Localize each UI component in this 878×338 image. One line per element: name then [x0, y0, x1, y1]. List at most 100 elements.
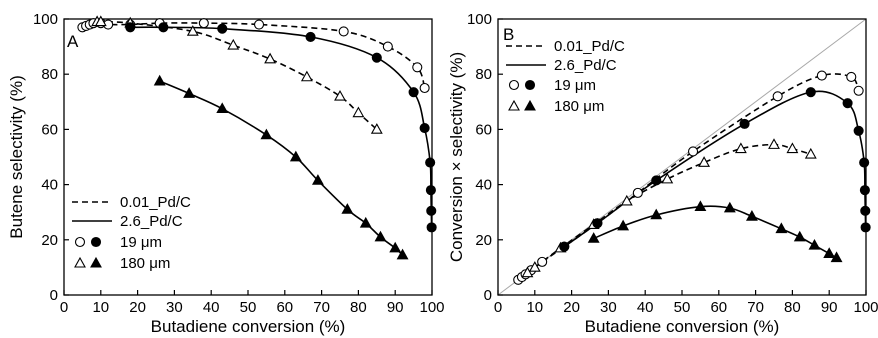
data-point-open-circle [853, 85, 864, 96]
x-tick-label: 0 [494, 299, 502, 316]
x-tick-label: 40 [203, 299, 220, 316]
data-point-filled-circle [859, 157, 870, 168]
data-point-filled-circle [739, 118, 750, 129]
data-point-filled-circle [371, 52, 382, 63]
data-point-filled-triangle [587, 232, 600, 243]
series-line-2.6-pd-c-19-m [563, 90, 867, 248]
data-point-filled-circle [651, 175, 662, 186]
x-tick-label: 40 [637, 299, 654, 316]
x-tick-label: 70 [313, 299, 330, 316]
y-tick-label: 100 [467, 11, 492, 28]
data-point-filled-triangle [359, 216, 372, 228]
legend-a: 0.01_Pd/C 2.6_Pd/C 19 μm 180 μm [72, 194, 191, 272]
x-tick-label: 80 [784, 299, 801, 316]
legend-filled-triangle [524, 99, 536, 111]
data-point-filled-triangle [775, 222, 788, 234]
x-tick-label: 90 [821, 299, 838, 316]
legend-filled-triangle [90, 256, 102, 268]
chart-panel-a: A Butadiene conversion (%) Butene select… [7, 11, 445, 336]
data-point-open-triangle [94, 15, 107, 27]
data-point-open-triangle [227, 38, 240, 50]
data-point-open-circle [846, 71, 857, 83]
data-point-filled-circle [125, 22, 136, 33]
data-point-open-circle [772, 91, 783, 102]
x-tick-label: 10 [526, 299, 543, 316]
legend-b: 0.01_Pd/C 2.6_Pd/C 19 μm 180 μm [506, 38, 625, 115]
data-points-a [77, 15, 437, 260]
data-point-filled-triangle [617, 219, 630, 231]
series-line-0.01-pd-c-180-m [96, 20, 378, 130]
data-point-open-circle [687, 146, 699, 157]
data-points-b [513, 70, 871, 285]
series-line-2.6-pd-c-180-m [159, 80, 404, 256]
data-point-filled-triangle [260, 128, 273, 140]
legend-open-circle [508, 79, 520, 91]
data-point-open-circle [419, 82, 430, 94]
data-point-open-triangle [786, 142, 799, 154]
data-point-filled-circle [425, 185, 436, 196]
data-point-filled-circle [559, 241, 570, 252]
data-point-filled-triangle [216, 102, 229, 114]
x-tick-label: 50 [674, 299, 691, 316]
data-point-filled-circle [426, 222, 437, 233]
x-tick-label: 100 [853, 299, 878, 316]
legend-label-19-um: 19 μm [120, 234, 162, 251]
data-point-filled-triangle [396, 248, 409, 260]
data-point-open-circle [382, 41, 393, 52]
legend-label-0.01-pd-c: 0.01_Pd/C [120, 194, 191, 211]
data-point-filled-circle [426, 205, 437, 216]
x-tick-label: 80 [350, 299, 367, 316]
data-point-filled-triangle [830, 251, 843, 263]
legend-open-circle [74, 236, 86, 248]
data-point-filled-circle [860, 222, 871, 233]
data-point-open-triangle [620, 194, 633, 206]
x-tick-label: 30 [166, 299, 183, 316]
data-point-filled-triangle [745, 210, 758, 221]
data-point-open-circle [816, 70, 827, 81]
data-point-open-triangle [734, 142, 747, 154]
x-tick-label: 50 [240, 299, 257, 316]
x-tick-label: 70 [747, 299, 764, 316]
data-point-filled-triangle [311, 174, 324, 185]
data-point-filled-circle [217, 23, 228, 34]
y-tick-label: 60 [41, 121, 58, 138]
y-tick-label: 100 [33, 11, 58, 28]
chart-panel-b: B Butadiene conversion (%) Conversion × … [447, 11, 878, 336]
axis-ticks-a: 0 10 20 30 40 50 60 70 80 90 100 0 20 40 60 80 100 [33, 11, 445, 316]
x-axis-label-b: Butadiene conversion (%) [585, 317, 780, 336]
x-tick-label: 10 [92, 299, 109, 316]
legend-label-180-um: 180 μm [554, 98, 604, 115]
data-point-open-triangle [186, 25, 199, 36]
data-point-filled-triangle [153, 74, 166, 86]
y-tick-label: 80 [475, 66, 492, 83]
y-tick-label: 40 [475, 177, 492, 194]
data-point-open-triangle [768, 138, 780, 149]
axis-ticks-b: 0 10 20 30 40 50 60 70 80 90 100 0 20 40 60 80 100 [467, 11, 878, 316]
x-tick-label: 0 [60, 299, 68, 316]
data-point-filled-triangle [650, 208, 663, 220]
legend-label-2.6-pd-c: 2.6_Pd/C [120, 213, 183, 230]
legend-label-2.6-pd-c: 2.6_Pd/C [554, 57, 617, 74]
data-point-open-triangle [334, 89, 346, 101]
legend-label-19-um: 19 μm [554, 77, 596, 94]
series-line-0.01-pd-c-19-m [82, 22, 426, 89]
data-point-open-triangle [804, 147, 817, 159]
data-point-filled-circle [860, 205, 871, 216]
y-tick-label: 0 [484, 287, 492, 304]
data-point-filled-triangle [341, 203, 354, 214]
data-point-open-triangle [264, 52, 277, 64]
series-line-0.01-pd-c-180-m [526, 143, 812, 274]
legend-filled-circle [524, 79, 536, 91]
data-point-filled-triangle [374, 230, 387, 242]
data-point-open-circle [338, 26, 349, 37]
data-point-open-triangle [698, 156, 711, 167]
y-axis-label-a: Butene selectivity (%) [7, 75, 26, 238]
data-point-open-circle [198, 18, 209, 29]
data-point-filled-circle [425, 157, 436, 168]
data-point-open-circle [537, 256, 548, 267]
data-point-filled-circle [805, 87, 816, 98]
data-point-filled-triangle [808, 238, 821, 250]
panel-label-a: A [67, 32, 79, 51]
x-tick-label: 100 [419, 299, 444, 316]
